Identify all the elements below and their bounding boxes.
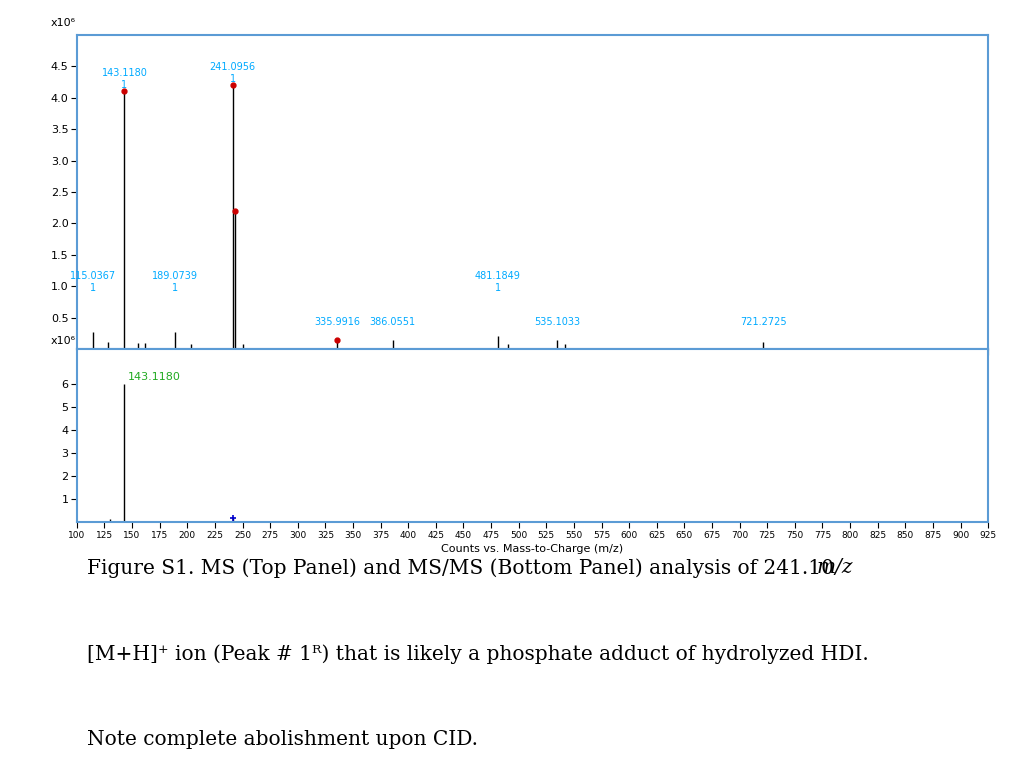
- Text: 189.0739
1: 189.0739 1: [153, 271, 199, 293]
- Text: 143.1180
1: 143.1180 1: [101, 68, 147, 90]
- Text: 143.1180: 143.1180: [128, 372, 180, 382]
- Text: 115.0367
1: 115.0367 1: [71, 271, 117, 293]
- Text: x10⁶: x10⁶: [51, 336, 76, 346]
- Text: x10⁶: x10⁶: [51, 18, 76, 28]
- Text: 335.9916: 335.9916: [314, 317, 360, 327]
- Text: Note complete abolishment upon CID.: Note complete abolishment upon CID.: [87, 730, 478, 749]
- Text: 481.1849
1: 481.1849 1: [475, 271, 521, 293]
- Text: Figure S1. MS (Top Panel) and MS/MS (Bottom Panel) analysis of 241.10: Figure S1. MS (Top Panel) and MS/MS (Bot…: [87, 558, 841, 578]
- Text: 241.0956
1: 241.0956 1: [210, 62, 256, 84]
- Text: 535.1033: 535.1033: [535, 317, 581, 327]
- Text: 386.0551: 386.0551: [370, 317, 416, 327]
- X-axis label: Counts vs. Mass-to-Charge (m/z): Counts vs. Mass-to-Charge (m/z): [441, 544, 624, 554]
- Text: 721.2725: 721.2725: [739, 317, 786, 327]
- Text: [M+H]⁺ ion (Peak # 1ᴿ) that is likely a phosphate adduct of hydrolyzed HDI.: [M+H]⁺ ion (Peak # 1ᴿ) that is likely a …: [87, 644, 868, 664]
- Text: m/z: m/z: [816, 558, 853, 578]
